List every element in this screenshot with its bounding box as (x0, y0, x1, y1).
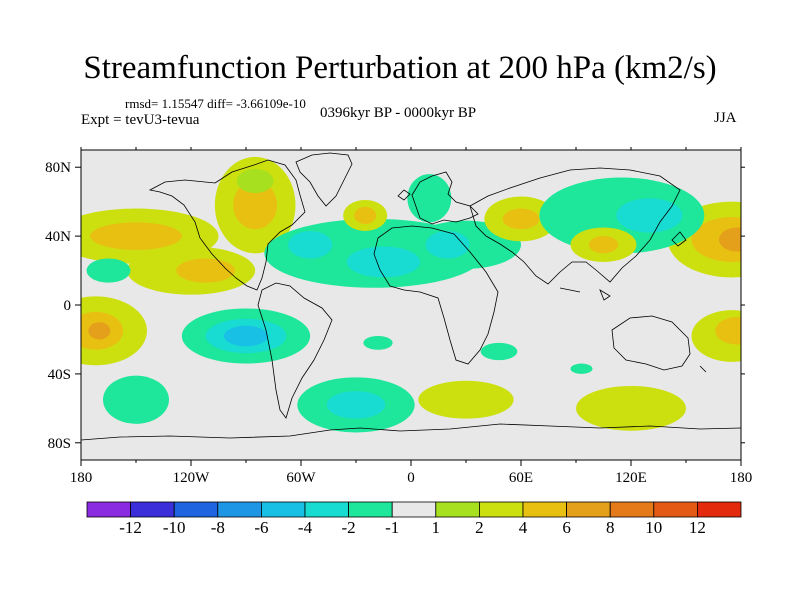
colorbar-label-3: -6 (254, 518, 268, 537)
coastline-australia (611, 315, 691, 371)
contour-region-31 (103, 375, 169, 424)
x-tick-label-0: 180 (70, 470, 93, 486)
contour-region-16 (407, 174, 452, 223)
contour-region-10 (236, 168, 274, 194)
contour-region-30 (224, 325, 268, 347)
contour-region-37 (576, 385, 686, 431)
coastline-africa (373, 225, 499, 365)
colorbar-box-12 (609, 501, 655, 518)
experiment-label: Expt = tevU3-tevua (81, 112, 200, 128)
colorbar-label-6: -1 (385, 518, 399, 537)
contour-region-1 (691, 217, 741, 262)
colorbar-label-7: 1 (432, 518, 441, 537)
contour-region-36 (418, 380, 514, 419)
colorbar-label-4: -4 (298, 518, 313, 537)
contour-region-7 (86, 258, 131, 283)
contour-region-12 (288, 230, 333, 259)
x-tick-label-4: 60E (509, 470, 533, 486)
colorbar-box-3 (217, 501, 262, 518)
y-tick-label-3: 40S (48, 367, 71, 383)
colorbar-box-1 (130, 501, 175, 518)
period-label: 0396kyr BP - 0000kyr BP (320, 105, 477, 121)
colorbar-label-2: -8 (211, 518, 225, 537)
y-tick-label-0: 80N (45, 160, 71, 176)
colorbar-label-10: 6 (562, 518, 571, 537)
coastline-north-america (148, 159, 306, 291)
contour-regions (81, 156, 741, 433)
contour-region-6 (176, 258, 236, 283)
colorbar-label-13: 12 (689, 518, 706, 537)
contour-region-9 (233, 181, 278, 230)
contour-region-39 (715, 317, 741, 345)
contour-region-35 (480, 342, 518, 361)
contour-region-20 (502, 208, 540, 230)
colorbar-label-0: -12 (119, 518, 142, 537)
contour-region-4 (90, 222, 182, 250)
colorbar-label-8: 2 (475, 518, 484, 537)
coastline-antarctica (81, 423, 741, 441)
coastline-asia (469, 167, 681, 285)
contour-region-40 (570, 363, 593, 374)
season-label: JJA (714, 110, 737, 126)
contour-region-34 (363, 336, 393, 350)
y-tick-label-2: 0 (64, 298, 72, 314)
coastline-islands (397, 189, 707, 373)
colorbar: -12 -10 -8 -6 -4 -2 -1 1 2 4 6 8 10 12 (86, 501, 742, 537)
colorbar-label-12: 10 (645, 518, 662, 537)
colorbar-box-4 (260, 501, 306, 518)
colorbar-label-9: 4 (519, 518, 528, 537)
x-tick-label-2: 60W (286, 470, 316, 486)
colorbar-box-6 (348, 501, 393, 518)
contour-region-27 (88, 322, 111, 340)
contour-region-33 (326, 391, 386, 419)
coastline-greenland (295, 152, 353, 207)
contour-region-13 (346, 246, 421, 278)
y-tick-label-4: 80S (48, 436, 71, 452)
y-tick-label-1: 40N (45, 229, 71, 245)
coastlines (81, 152, 741, 441)
x-tick-label-5: 120E (615, 470, 647, 486)
colorbar-box-10 (522, 501, 567, 518)
contour-region-24 (588, 236, 619, 254)
colorbar-label-5: -2 (342, 518, 356, 537)
contour-region-22 (616, 198, 683, 233)
colorbar-box-14 (697, 501, 742, 518)
x-tick-label-1: 120W (173, 470, 211, 486)
colorbar-label-1: -10 (163, 518, 186, 537)
colorbar-box-5 (304, 501, 349, 518)
axes: 180 120W 60W 0 60E 120E 180 80N 40N 0 40S 80S (45, 147, 752, 486)
rmsd-info: rmsd= 1.15547 diff= -3.66109e-10 (125, 96, 306, 111)
colorbar-box-11 (566, 501, 611, 518)
contour-region-18 (354, 206, 377, 225)
chart-title: Streamfunction Perturbation at 200 hPa (… (83, 50, 717, 86)
x-tick-label-3: 0 (407, 470, 415, 486)
x-tick-label-6: 180 (730, 470, 753, 486)
contour-region-15 (425, 230, 470, 259)
coastline-south-america (257, 282, 333, 419)
colorbar-box-0 (86, 501, 131, 518)
contour-region-2 (719, 227, 741, 252)
colorbar-box-13 (653, 501, 698, 518)
colorbar-label-11: 8 (606, 518, 615, 537)
colorbar-box-8 (435, 501, 480, 518)
colorbar-box-7 (391, 501, 437, 518)
colorbar-box-9 (478, 501, 524, 518)
colorbar-box-2 (173, 501, 219, 518)
